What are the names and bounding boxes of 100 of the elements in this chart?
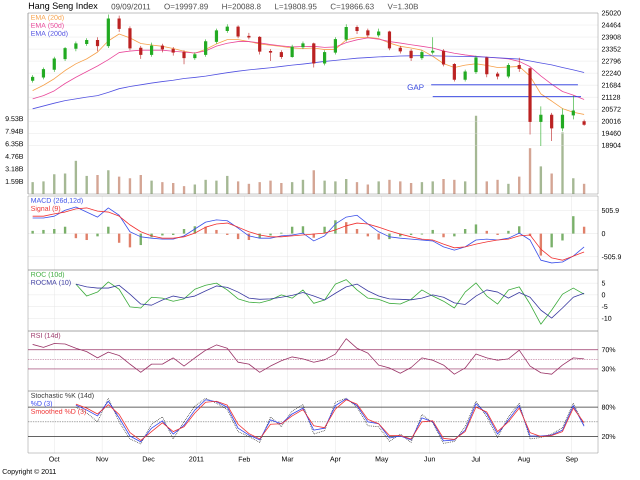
bar (464, 229, 466, 234)
bar (550, 234, 553, 248)
candlestick (582, 119, 586, 126)
candlestick (226, 24, 229, 34)
candlestick (118, 15, 121, 32)
bar (507, 230, 510, 234)
candlestick (236, 25, 240, 39)
candlestick (506, 62, 510, 79)
bar (582, 226, 586, 234)
bar (64, 173, 66, 194)
candlestick (420, 50, 424, 60)
candlestick (258, 36, 262, 55)
bar (507, 184, 510, 194)
bar (410, 182, 412, 194)
bar (53, 174, 56, 194)
text: C=19866.63 (330, 4, 374, 10)
candlestick (193, 52, 196, 60)
bar (31, 230, 34, 234)
bar (64, 226, 66, 234)
text: O=19997.89 (164, 4, 208, 10)
candlestick (377, 28, 380, 38)
candlestick (528, 67, 532, 135)
candlestick (485, 56, 488, 78)
candlestick (150, 42, 154, 57)
candlestick (518, 57, 521, 72)
candlestick (464, 69, 467, 82)
bar (161, 182, 164, 194)
bar (107, 170, 110, 194)
bar (432, 181, 434, 194)
text: 09/09/2011 (111, 4, 150, 10)
bar (377, 234, 380, 240)
candlestick (344, 24, 348, 42)
bar (74, 234, 78, 238)
bar (366, 184, 370, 194)
bar (118, 234, 120, 243)
candlestick (312, 42, 316, 68)
candlestick (398, 46, 402, 54)
candlestick (42, 67, 46, 80)
candlestick (31, 74, 34, 83)
candlestick (560, 108, 564, 132)
bar (236, 234, 240, 240)
candlestick (290, 44, 294, 58)
bar (486, 230, 488, 234)
candlestick (172, 46, 175, 56)
bar (572, 216, 574, 234)
bar (107, 226, 110, 234)
bar (312, 170, 315, 194)
text: V=1.30B (388, 4, 418, 10)
candlestick (280, 50, 283, 60)
candlestick (322, 50, 326, 66)
candlestick (474, 55, 478, 74)
bar (540, 234, 542, 256)
candlestick (247, 32, 250, 40)
candlestick (74, 41, 78, 52)
candlestick (106, 14, 110, 48)
bar (345, 222, 348, 234)
bar (453, 180, 456, 194)
bar (236, 181, 240, 194)
candlestick (388, 30, 392, 50)
candlestick (442, 48, 446, 67)
bar (86, 176, 88, 194)
bar (442, 234, 445, 238)
bar (74, 160, 78, 194)
bar (42, 230, 45, 234)
bar (172, 182, 174, 194)
candlestick (355, 25, 359, 34)
bar (518, 226, 520, 234)
candlestick (301, 41, 305, 50)
text: H=20088.8 (222, 4, 261, 10)
candlestick (268, 48, 272, 62)
candlestick (550, 112, 554, 142)
bar (518, 176, 520, 194)
line-series (75, 284, 585, 318)
text: L=19808.95 (275, 4, 317, 10)
bar (140, 234, 142, 246)
candlestick (160, 43, 164, 53)
bar (486, 181, 488, 194)
bar (204, 180, 207, 194)
candlestick (204, 39, 208, 57)
bar (31, 182, 34, 194)
candlestick (52, 56, 56, 72)
bar (464, 181, 466, 194)
bar (150, 180, 153, 194)
chart-title: Hang Seng Index (28, 2, 98, 11)
candlestick (452, 62, 456, 82)
bar (323, 226, 326, 234)
bar (572, 178, 574, 194)
bar (453, 234, 456, 236)
candlestick (572, 95, 575, 120)
bar (96, 234, 99, 236)
annotation: GAP (408, 84, 424, 90)
bar (550, 173, 553, 194)
bar (290, 182, 294, 194)
bar (432, 230, 434, 234)
bar (290, 226, 294, 234)
bar (582, 184, 586, 194)
candlestick (366, 28, 370, 38)
candlestick (496, 72, 500, 80)
candlestick (85, 38, 88, 46)
candlestick (539, 106, 542, 146)
